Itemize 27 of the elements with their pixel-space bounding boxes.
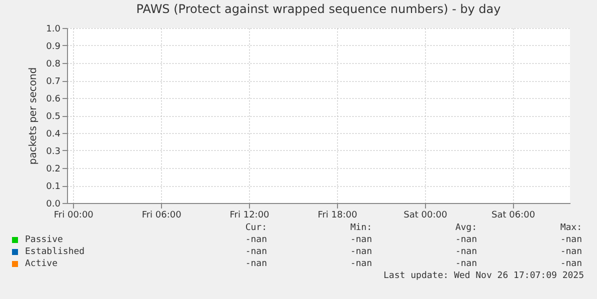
y-tick-label: 0.9: [46, 42, 61, 52]
x-tick-label: Sat 06:00: [492, 210, 536, 220]
y-tick-label: 0.4: [46, 130, 61, 140]
y-axis-title: packets per second: [28, 67, 40, 165]
legend-label: Active: [24, 258, 59, 270]
y-tick-label: 1.0: [46, 24, 61, 34]
text: Cur: Min: Avg: Max:: [245, 223, 582, 233]
x-tick-label: Fri 00:00: [54, 210, 94, 220]
y-tick-label: 0.7: [46, 77, 60, 87]
y-tick-label: 0.5: [46, 112, 60, 122]
legend-label: Established: [24, 246, 86, 258]
chart-title: PAWS (Protect against wrapped sequence numbers) - by day: [136, 2, 501, 16]
text: -nan -nan -nan -nan: [245, 235, 582, 245]
legend-label: Passive: [24, 234, 64, 246]
x-tick-label: Fri 06:00: [142, 210, 182, 220]
x-tick-label: Fri 12:00: [230, 210, 270, 220]
text: Last update: Wed Nov 26 17:07:09 2025: [382, 271, 584, 281]
y-tick-label: 0.1: [46, 182, 60, 192]
y-tick-label: 0.0: [46, 200, 61, 210]
x-tick-label: Sat 00:00: [404, 210, 448, 220]
y-tick-label: 0.8: [46, 60, 61, 70]
y-tick-label: 0.2: [46, 164, 60, 174]
y-tick-label: 0.6: [46, 94, 61, 104]
y-tick-label: 0.3: [46, 147, 60, 157]
text: -nan -nan -nan -nan: [245, 247, 582, 257]
text: -nan -nan -nan -nan: [245, 259, 582, 269]
x-tick-label: Fri 18:00: [318, 210, 358, 220]
